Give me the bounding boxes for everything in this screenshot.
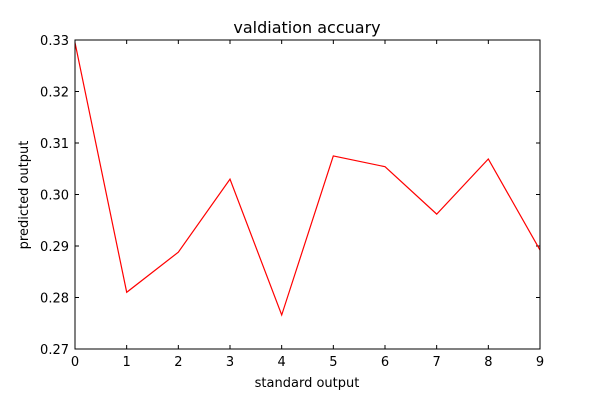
x-tick-label: 7: [433, 355, 441, 370]
y-tick-label: 0.32: [40, 86, 69, 101]
x-tick-label: 5: [329, 355, 337, 370]
y-tick-label: 0.28: [40, 292, 69, 307]
x-tick-label: 4: [278, 355, 286, 370]
chart-title: valdiation accuary: [233, 18, 380, 37]
y-tick-label: 0.29: [40, 240, 69, 255]
x-tick-label: 2: [174, 355, 182, 370]
y-tick-label: 0.27: [40, 343, 69, 358]
series-layer: [74, 42, 541, 317]
y-tick-label: 0.30: [40, 189, 69, 204]
x-tick-label: 3: [226, 355, 234, 370]
y-tick-label: 0.33: [40, 34, 69, 49]
x-tick-label: 8: [484, 355, 492, 370]
x-tick-label: 0: [71, 355, 79, 370]
plot-area: [75, 40, 540, 349]
y-axis-label: predicted output: [17, 141, 32, 250]
x-axis-ticks: 0 1 2 3 4 5 6 7 8 9: [71, 40, 544, 370]
series-line: [74, 42, 541, 317]
x-tick-label: 9: [536, 355, 544, 370]
x-tick-label: 6: [381, 355, 389, 370]
x-tick-label: 1: [123, 355, 131, 370]
x-axis-label: standard output: [255, 376, 360, 391]
plot-frame: [74, 39, 541, 350]
y-tick-label: 0.31: [40, 137, 69, 152]
